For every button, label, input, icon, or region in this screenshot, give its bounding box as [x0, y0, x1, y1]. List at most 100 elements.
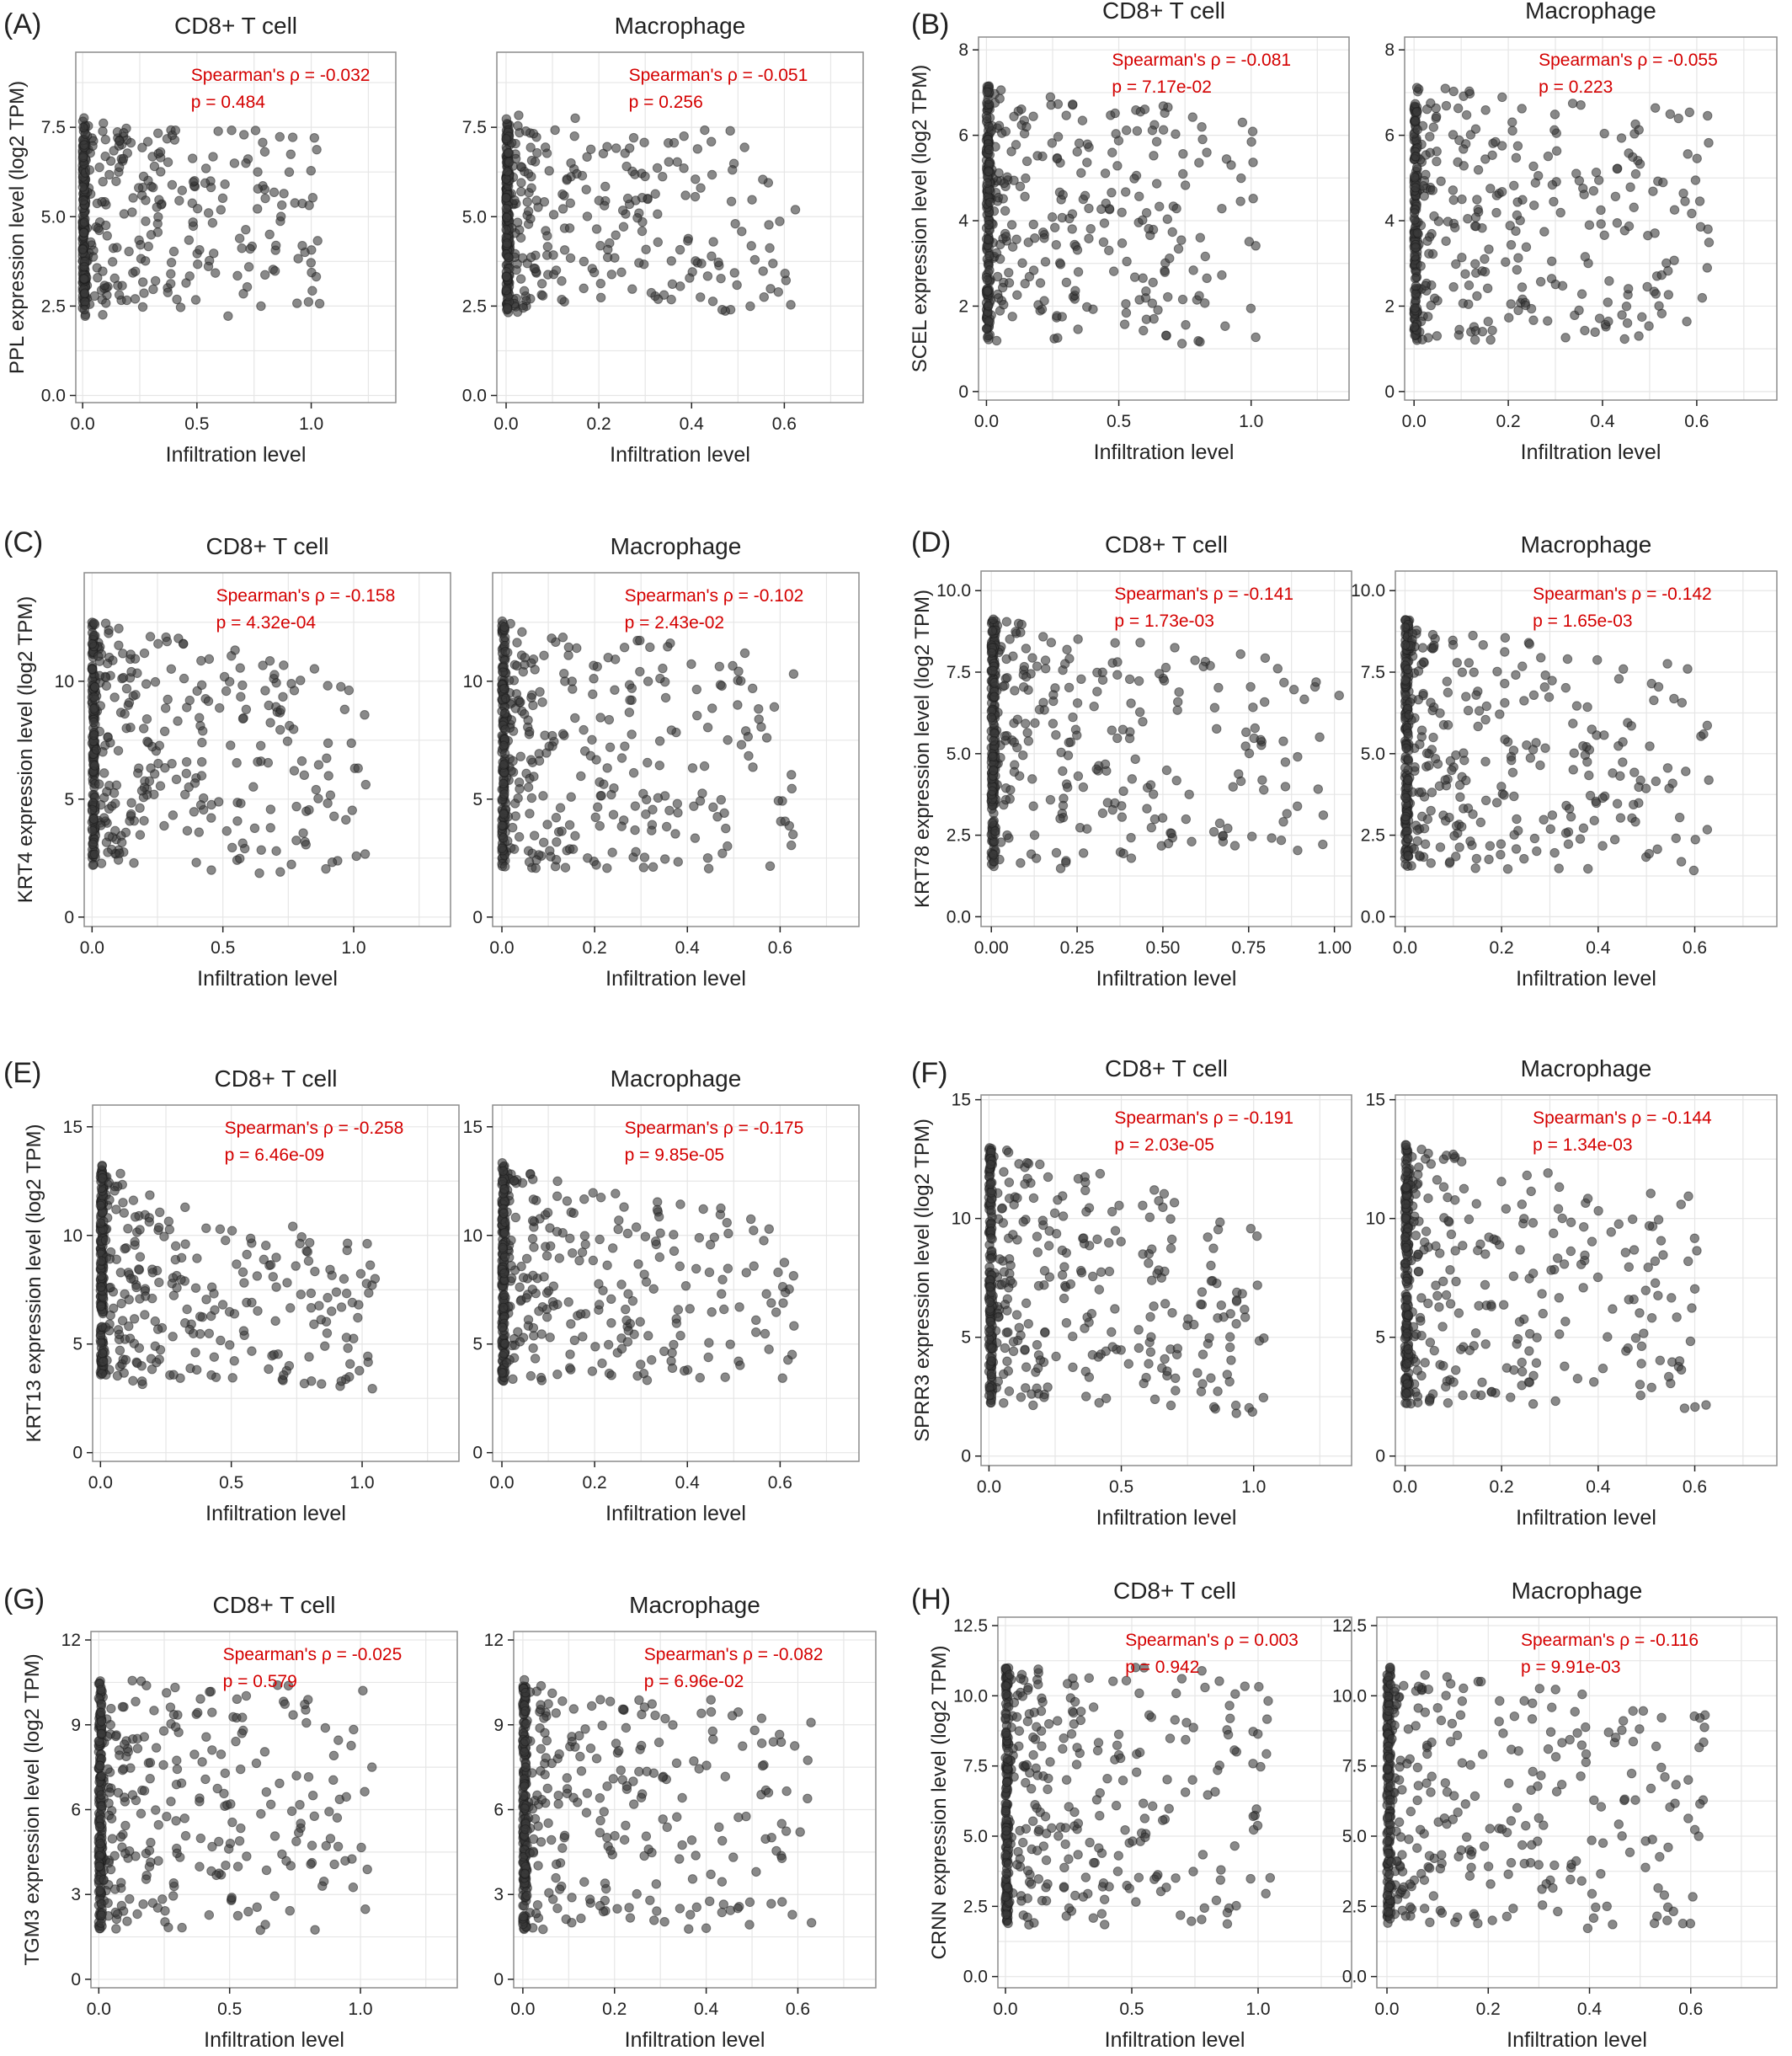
data-point: [1021, 121, 1032, 132]
data-point: [322, 753, 332, 763]
data-point: [616, 821, 627, 831]
data-point: [1217, 270, 1227, 280]
data-point: [518, 302, 529, 313]
data-point: [1463, 214, 1473, 224]
data-point: [235, 853, 245, 863]
data-point: [595, 1193, 606, 1203]
data-point: [239, 130, 249, 140]
data-point: [148, 182, 158, 193]
data-point: [1082, 824, 1092, 834]
data-point: [539, 1272, 549, 1282]
data-point: [1411, 152, 1421, 162]
data-point: [88, 717, 99, 728]
data-point: [695, 1373, 706, 1383]
data-point: [1228, 782, 1238, 792]
data-point: [1074, 138, 1085, 148]
data-point: [1415, 739, 1425, 750]
data-point: [1678, 188, 1688, 199]
data-point: [1149, 151, 1159, 161]
data-point: [619, 1202, 629, 1212]
data-point: [1032, 1247, 1043, 1258]
data-point: [89, 692, 99, 702]
data-point: [1176, 339, 1187, 349]
data-point: [104, 831, 115, 841]
data-point: [1549, 109, 1560, 120]
data-point: [578, 1332, 588, 1342]
data-point: [515, 162, 526, 172]
data-point: [498, 1166, 509, 1177]
data-point: [568, 1208, 579, 1218]
data-point: [189, 175, 200, 186]
data-point: [276, 200, 287, 211]
x-axis-label: Infiltration level: [1521, 441, 1661, 464]
data-point: [1198, 661, 1208, 671]
x-tick-label: 1.00: [1317, 938, 1352, 958]
data-point: [1117, 812, 1128, 822]
data-point: [119, 128, 129, 138]
spearman-rho-label: Spearman's ρ = -0.102: [625, 586, 804, 606]
data-point: [1428, 732, 1438, 743]
data-point: [1517, 282, 1528, 292]
data-point: [1508, 745, 1519, 756]
data-point: [1592, 654, 1603, 665]
data-point: [265, 804, 276, 814]
data-point: [559, 245, 570, 255]
data-point: [1615, 771, 1625, 781]
data-point: [541, 1288, 552, 1298]
data-point: [999, 299, 1009, 310]
data-point: [570, 713, 580, 724]
data-point: [582, 211, 593, 222]
data-point: [624, 708, 635, 718]
data-point: [1117, 724, 1128, 734]
data-point: [1086, 1308, 1097, 1319]
data-point: [111, 780, 122, 790]
data-point: [1421, 280, 1431, 291]
data-point: [327, 857, 338, 868]
data-point: [613, 1224, 623, 1235]
chart-title: CD8+ T cell: [205, 533, 328, 559]
data-point: [1694, 196, 1705, 206]
data-point: [506, 1235, 516, 1246]
data-point: [1126, 698, 1136, 708]
data-point: [99, 1356, 109, 1367]
data-point: [87, 804, 98, 814]
data-point: [1112, 670, 1123, 680]
data-point: [1599, 230, 1609, 240]
data-point: [541, 1312, 552, 1322]
data-point: [1133, 1343, 1144, 1354]
data-point: [150, 676, 161, 687]
data-point: [780, 268, 790, 279]
data-point: [1204, 1332, 1214, 1343]
data-point: [1247, 1407, 1257, 1417]
data-point: [1293, 751, 1303, 762]
data-point: [515, 697, 525, 708]
data-point: [331, 1287, 342, 1297]
data-point: [201, 1223, 211, 1233]
data-point: [77, 182, 88, 192]
data-point: [141, 714, 152, 724]
data-point: [1171, 129, 1181, 139]
data-point: [1400, 640, 1411, 650]
data-point: [720, 1372, 730, 1382]
spearman-rho-label: Spearman's ρ = -0.081: [1112, 51, 1291, 70]
data-point: [1020, 1344, 1030, 1354]
data-point: [1021, 718, 1031, 729]
data-point: [679, 1365, 690, 1376]
data-point: [1020, 1178, 1030, 1189]
data-point: [1472, 195, 1482, 205]
y-tick-label: 2.5: [1361, 826, 1385, 846]
data-point: [1401, 743, 1411, 753]
data-point: [576, 771, 586, 782]
data-point: [1127, 774, 1138, 784]
data-point: [1092, 667, 1102, 678]
data-point: [1121, 307, 1132, 318]
data-point: [1102, 798, 1113, 808]
data-point: [777, 1281, 788, 1292]
data-point: [786, 300, 796, 310]
y-tick-label: 8: [1384, 40, 1395, 60]
y-tick-label: 0: [958, 382, 968, 402]
data-point: [1662, 763, 1673, 773]
data-point: [1180, 180, 1191, 190]
data-point: [254, 868, 264, 878]
data-point: [673, 1305, 684, 1315]
